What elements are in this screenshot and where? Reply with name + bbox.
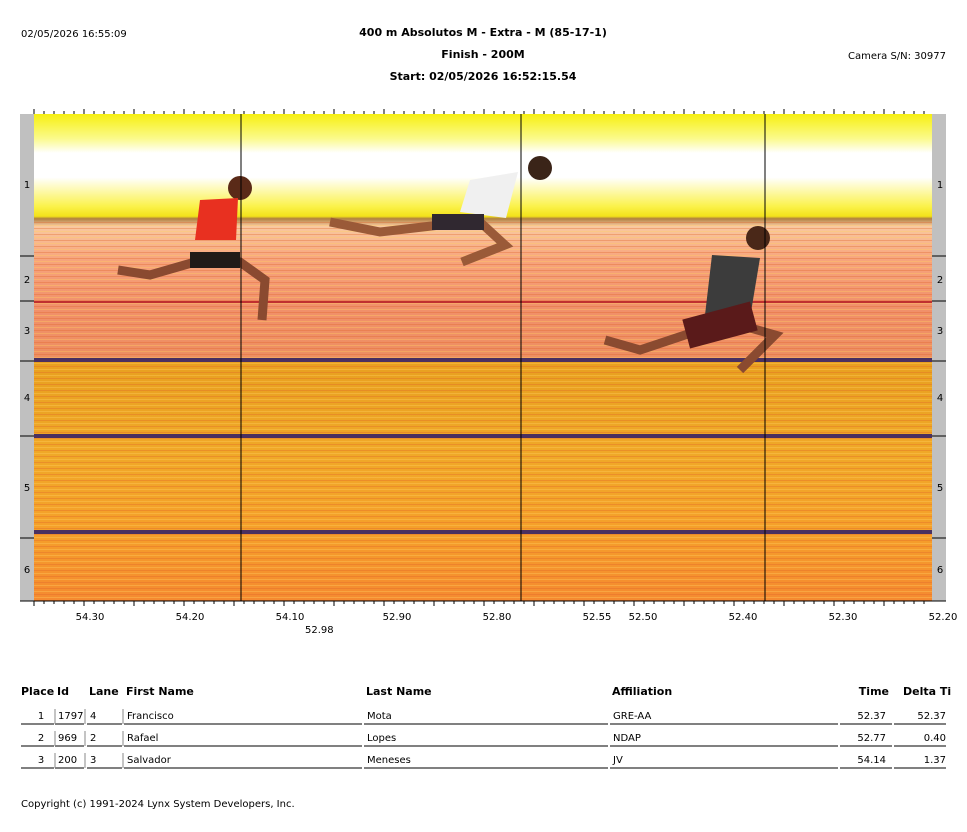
lane-label: 5: [937, 483, 943, 494]
lane-label: 2: [937, 275, 943, 286]
table-header: First Name: [126, 685, 194, 698]
time-label: 52.90: [383, 612, 412, 623]
table-cell: Salvador: [127, 755, 172, 766]
time-label: 52.55: [583, 612, 612, 623]
stripe: [34, 530, 932, 534]
table-header: Delta Ti: [903, 685, 951, 698]
table-cell: 3: [90, 755, 96, 766]
time-label: 52.40: [729, 612, 758, 623]
lane-label: 3: [937, 326, 943, 337]
lane-label: 5: [24, 483, 30, 494]
title: Start: 02/05/2026 16:52:15.54: [390, 70, 577, 83]
timestamp: 02/05/2026 16:55:09: [21, 29, 127, 40]
stripe: [34, 301, 932, 303]
table-cell: 3: [38, 755, 44, 766]
lane-label: 6: [937, 565, 943, 576]
table-cell: Francisco: [127, 711, 174, 722]
lane-label: 3: [24, 326, 30, 337]
table-header: Affiliation: [612, 685, 672, 698]
athlete: [603, 226, 784, 374]
table-cell: GRE-AA: [613, 711, 652, 722]
table-cell: 1.37: [924, 755, 946, 766]
time-label: 52.98: [305, 625, 334, 636]
table-header: Time: [859, 685, 889, 698]
table-cell: 200: [58, 755, 77, 766]
table-cell: Mota: [367, 711, 392, 722]
time-label: 54.30: [76, 612, 105, 623]
table-cell: 1797: [58, 711, 83, 722]
lane-label: 6: [24, 565, 30, 576]
left-bar: [20, 114, 34, 601]
table-cell: 52.37: [857, 711, 886, 722]
table-cell: 52.37: [917, 711, 946, 722]
lane-label: 4: [937, 393, 943, 404]
lane-label: 4: [24, 393, 30, 404]
table-cell: NDAP: [613, 733, 641, 744]
time-label: 52.30: [829, 612, 858, 623]
time-label: 54.20: [176, 612, 205, 623]
table-cell: 4: [90, 711, 96, 722]
table-cell: Rafael: [127, 733, 158, 744]
table-cell: 969: [58, 733, 77, 744]
table-cell: Meneses: [367, 755, 411, 766]
table-cell: 2: [90, 733, 96, 744]
lane-label: 1: [24, 180, 30, 191]
right-bar: [932, 114, 946, 601]
table-cell: Lopes: [367, 733, 396, 744]
athlete: [117, 176, 270, 321]
time-label: 52.20: [929, 612, 958, 623]
camera: Camera S/N: 30977: [848, 51, 946, 62]
image-stripes: [34, 220, 932, 601]
table-header: Last Name: [366, 685, 432, 698]
lane-label: 1: [937, 180, 943, 191]
table-header: Lane: [89, 685, 119, 698]
stripe: [34, 434, 932, 438]
table-cell: 1: [38, 711, 44, 722]
table-cell: 54.14: [857, 755, 886, 766]
copyright: Copyright (c) 1991-2024 Lynx System Deve…: [21, 799, 295, 810]
time-label: 52.50: [629, 612, 658, 623]
title: Finish - 200M: [441, 48, 524, 61]
stripe: [34, 358, 932, 362]
time-label: 52.80: [483, 612, 512, 623]
table-cell: JV: [612, 755, 623, 766]
table-cell: 2: [38, 733, 44, 744]
table-header: Id: [57, 685, 69, 698]
table-header: Place: [21, 685, 54, 698]
athlete: [329, 156, 552, 267]
table-cell: 52.77: [857, 733, 886, 744]
time-label: 54.10: [276, 612, 305, 623]
title: 400 m Absolutos M - Extra - M (85-17-1): [359, 26, 607, 39]
table-cell: 0.40: [924, 733, 946, 744]
lane-label: 2: [24, 275, 30, 286]
